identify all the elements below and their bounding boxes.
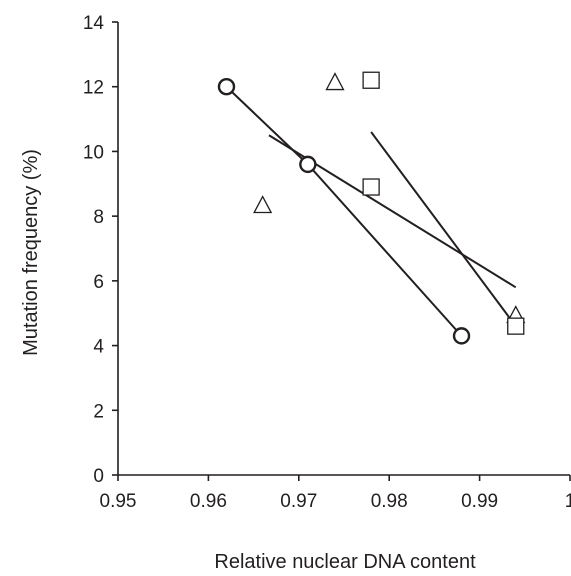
x-tick-label: 0.96 [190, 491, 227, 512]
triangle-point [325, 72, 345, 91]
markers [217, 71, 526, 345]
labels: 0 2 4 6 8 10 12 14 0.95 0.96 0.97 0.98 0.99 1 Relative… [20, 13, 571, 573]
y-tick-label: 6 [93, 272, 104, 293]
y-tick-label: 12 [83, 78, 104, 99]
x-tick-label: 0.99 [461, 491, 498, 512]
triangle-point [253, 195, 273, 214]
circle-point [299, 155, 317, 174]
y-tick-label: 4 [93, 337, 104, 358]
square-point [507, 317, 525, 335]
x-tick-label: 0.97 [280, 491, 317, 512]
y-tick-label: 2 [93, 401, 104, 422]
circle-point [217, 78, 236, 96]
axes [112, 21, 571, 481]
y-tick-label: 0 [93, 466, 104, 487]
x-tick-label: 0.95 [100, 491, 137, 512]
fit-line-square [370, 131, 517, 327]
y-tick-label: 10 [83, 142, 104, 163]
y-axis-label: Mutation frequency (%) [20, 149, 42, 356]
circle-point [452, 327, 471, 345]
x-axis-label: Relative nuclear DNA content [214, 551, 476, 573]
x-tick-label: 1 [565, 491, 571, 512]
y-tick-label: 8 [93, 207, 104, 228]
x-tick-label: 0.98 [371, 491, 408, 512]
y-tick-label: 14 [83, 13, 105, 34]
square-point [362, 71, 380, 89]
square-point [362, 178, 380, 196]
